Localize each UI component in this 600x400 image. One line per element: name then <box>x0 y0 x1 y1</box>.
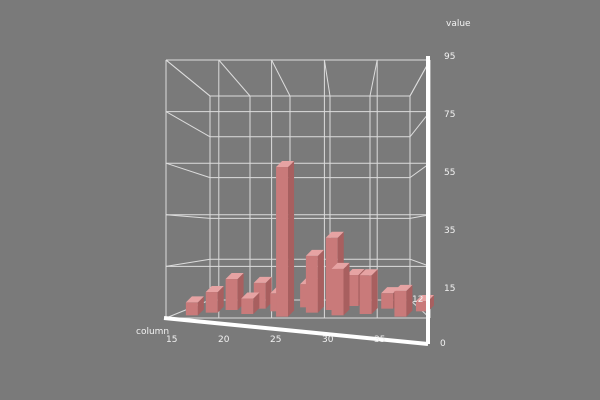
bar-side <box>343 262 350 316</box>
z-axis-title: value <box>446 19 471 29</box>
bar-front <box>241 298 254 314</box>
bar-front <box>305 255 318 313</box>
bar-front <box>185 302 198 316</box>
bar-front <box>205 292 218 313</box>
bar-front <box>394 290 407 317</box>
grid-line <box>165 162 211 179</box>
bar <box>276 161 295 317</box>
x-axis-title: column <box>136 327 169 337</box>
x-tick-label: 30 <box>322 335 334 345</box>
bar-top <box>394 284 413 291</box>
bar-top <box>346 269 365 276</box>
bar <box>394 284 413 317</box>
bar-front <box>331 268 344 316</box>
grid-line <box>369 59 378 97</box>
x-tick-label: 20 <box>218 335 230 345</box>
z-tick-label: 75 <box>444 110 455 120</box>
bar-top <box>205 286 224 293</box>
bar-top <box>331 262 350 269</box>
z-tick-label: 15 <box>444 284 455 294</box>
grid-line <box>218 59 251 97</box>
bar-top <box>359 269 378 276</box>
z-tick-label: 55 <box>444 168 455 178</box>
bar-side <box>317 249 324 313</box>
bars <box>185 161 434 317</box>
grid-line <box>165 214 211 219</box>
axes <box>163 56 430 346</box>
bar-top <box>241 292 260 299</box>
grid-line <box>165 59 211 97</box>
axis-labels: value column 95 75 55 35 15 15 20 25 30 35 12 0 <box>136 19 471 349</box>
bar-front <box>276 167 289 317</box>
bar <box>253 276 272 309</box>
z-tick-label: 35 <box>444 226 455 236</box>
bar-front <box>225 279 238 310</box>
x-tick-label: 15 <box>166 335 177 345</box>
x-tick-label: 25 <box>270 335 281 345</box>
bar <box>331 262 350 316</box>
bar <box>225 273 244 310</box>
bar-side <box>288 161 295 317</box>
bar-top <box>253 276 272 283</box>
bar-side <box>197 296 204 316</box>
grid-line <box>323 59 331 97</box>
x-tick-label: 35 <box>374 335 385 345</box>
bar-side <box>253 292 260 314</box>
grid-line <box>165 258 211 267</box>
bar-side <box>406 284 413 317</box>
bar-side <box>265 276 272 309</box>
bar-top <box>225 273 244 280</box>
grid-line <box>165 111 211 138</box>
grid-line <box>271 59 291 97</box>
bar-front <box>415 301 428 312</box>
bar-top <box>305 249 324 256</box>
bar-side <box>371 269 378 314</box>
grid <box>165 59 431 319</box>
bar <box>185 296 204 316</box>
bar-top <box>185 296 204 303</box>
bar-side <box>217 286 224 313</box>
bar-top <box>325 231 344 238</box>
bar <box>305 249 324 313</box>
bar <box>241 292 260 314</box>
y-tick-label: 0 <box>440 339 446 349</box>
y-tick-label: 12 <box>412 295 423 305</box>
bar-front <box>359 275 372 314</box>
bar-top <box>276 161 295 168</box>
bar <box>359 269 378 314</box>
bar-front <box>381 293 394 309</box>
x-axis-line <box>163 316 429 346</box>
z-tick-label: 95 <box>444 52 455 62</box>
bar <box>205 286 224 313</box>
